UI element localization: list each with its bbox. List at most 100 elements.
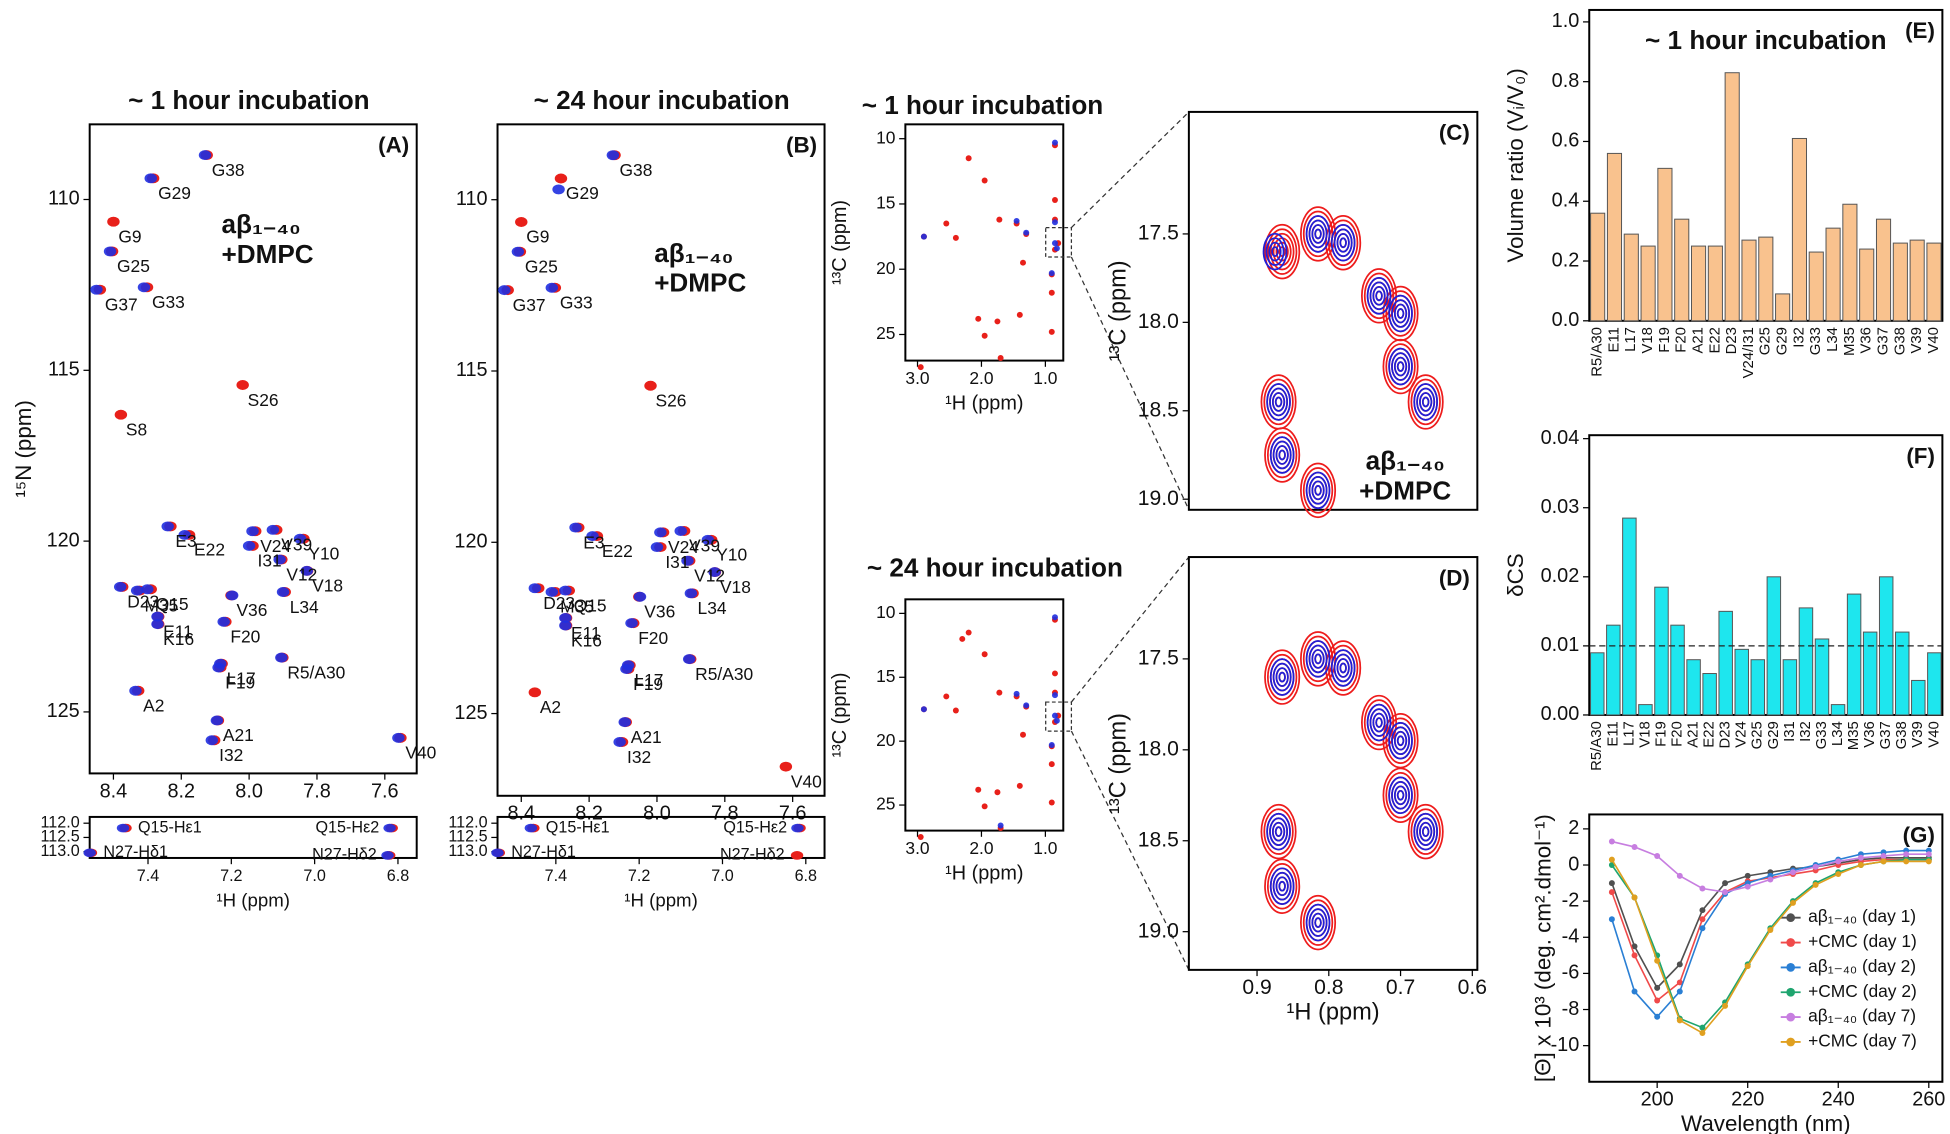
plot-frame <box>88 123 418 775</box>
peak <box>554 173 568 184</box>
contour-ring <box>1308 644 1328 674</box>
contour-peak <box>1269 658 1295 696</box>
peak <box>178 529 191 540</box>
data-point <box>1812 881 1819 888</box>
contour-ring <box>1416 387 1436 417</box>
peak-label: G9 <box>526 227 549 247</box>
contour-ring <box>1407 374 1444 430</box>
peak <box>293 533 307 544</box>
peak <box>1023 702 1030 709</box>
contour-ring <box>1311 912 1325 933</box>
peak-label: E11 <box>163 621 193 641</box>
contour-ring <box>1308 476 1328 505</box>
peak <box>383 823 396 833</box>
x-tick-label: 0.6 <box>1458 976 1487 999</box>
contour-ring <box>1305 640 1331 678</box>
x-tick-label: E11 <box>1604 721 1621 746</box>
data-point <box>1880 858 1887 865</box>
bar <box>1718 610 1733 716</box>
contour-ring <box>1385 343 1416 390</box>
contour-peak <box>1305 903 1331 942</box>
bar <box>1657 167 1673 322</box>
y-axis-label: ¹³C (ppm) <box>1105 260 1131 361</box>
data-point <box>1631 843 1638 850</box>
peak-label: A21 <box>631 727 662 747</box>
contour-ring <box>1272 662 1292 692</box>
contour-ring <box>1300 631 1337 687</box>
peak <box>674 526 687 536</box>
peak-label: G37 <box>513 295 546 315</box>
y-tick-label: 15 <box>876 666 895 686</box>
peak-label: G33 <box>560 293 593 313</box>
peak <box>205 735 219 746</box>
bar <box>1707 245 1723 322</box>
x-axis-label: ¹H (ppm) <box>216 889 290 910</box>
x-tick-label: F19 <box>1652 721 1669 747</box>
x-tick-label: M35 <box>1841 327 1858 356</box>
y-tick-label: 10 <box>876 127 895 147</box>
zoom-connector <box>1070 111 1190 229</box>
peak-label: V40 <box>405 743 436 763</box>
bar <box>1640 245 1656 322</box>
peak <box>994 789 1001 796</box>
contour-ring <box>1262 232 1288 271</box>
contour-peak <box>1266 812 1291 851</box>
bar <box>1875 218 1892 322</box>
peak <box>791 823 804 833</box>
contour-ring <box>1421 396 1430 408</box>
peak-label: K16 <box>571 630 602 650</box>
plot-frame <box>1588 434 1944 716</box>
contour-ring <box>1278 246 1286 257</box>
peak <box>141 584 154 595</box>
peak <box>1051 712 1058 719</box>
contour-ring <box>1278 671 1286 683</box>
bar <box>1927 652 1942 716</box>
x-tick-label: G37 <box>1877 721 1894 749</box>
peak <box>491 848 504 858</box>
contour-ring <box>1266 228 1298 275</box>
y-tick-label: -2 <box>1562 889 1580 911</box>
x-axis-label: ¹H (ppm) <box>1287 1000 1380 1026</box>
data-point <box>1789 869 1796 876</box>
contour-ring <box>1419 392 1433 412</box>
y-tick-label: 113.0 <box>41 842 80 860</box>
contour-ring <box>1361 268 1398 324</box>
contour-ring <box>1268 241 1282 262</box>
y-tick-label: 0.2 <box>1552 249 1580 271</box>
data-point <box>1608 838 1615 845</box>
bar <box>1622 517 1637 716</box>
y-tick-label: 112.0 <box>41 813 80 831</box>
y-tick-label: 18.0 <box>1138 310 1179 333</box>
contour-ring <box>1419 821 1433 842</box>
x-tick-label: V40 <box>1925 327 1942 354</box>
bar <box>1895 631 1910 716</box>
data-point <box>1744 963 1751 970</box>
x-tick-label: V39 <box>1908 327 1925 354</box>
contour-ring <box>1302 467 1334 514</box>
panel-title: ~ 24 hour incubation <box>867 552 1123 582</box>
x-tick-label: D23 <box>1723 327 1740 354</box>
peak-label: L34 <box>698 598 727 618</box>
contour-ring <box>1314 917 1322 928</box>
legend-marker <box>1786 938 1796 947</box>
bar <box>1859 248 1875 322</box>
peak-label: I31 <box>257 551 281 571</box>
peak-label: E3 <box>175 531 196 551</box>
contour-ring <box>1311 224 1325 244</box>
peak <box>981 332 988 339</box>
x-tick-label: R5/A30 <box>1588 721 1605 771</box>
peak <box>212 662 225 673</box>
contour-ring <box>1269 436 1295 474</box>
bar <box>1798 607 1814 716</box>
contour-ring <box>1369 281 1389 311</box>
plot-frame <box>904 598 1065 832</box>
x-tick-label: V39 <box>1909 721 1926 748</box>
x-tick-label: I32 <box>1790 327 1807 348</box>
peak-label: G37 <box>105 294 138 314</box>
peak <box>586 531 599 542</box>
contour-ring <box>1271 246 1279 257</box>
peak-label: S8 <box>126 419 147 439</box>
peak <box>981 803 988 810</box>
x-axis-label: Wavelength (nm) <box>1681 1111 1851 1134</box>
contour-ring <box>1264 223 1301 280</box>
